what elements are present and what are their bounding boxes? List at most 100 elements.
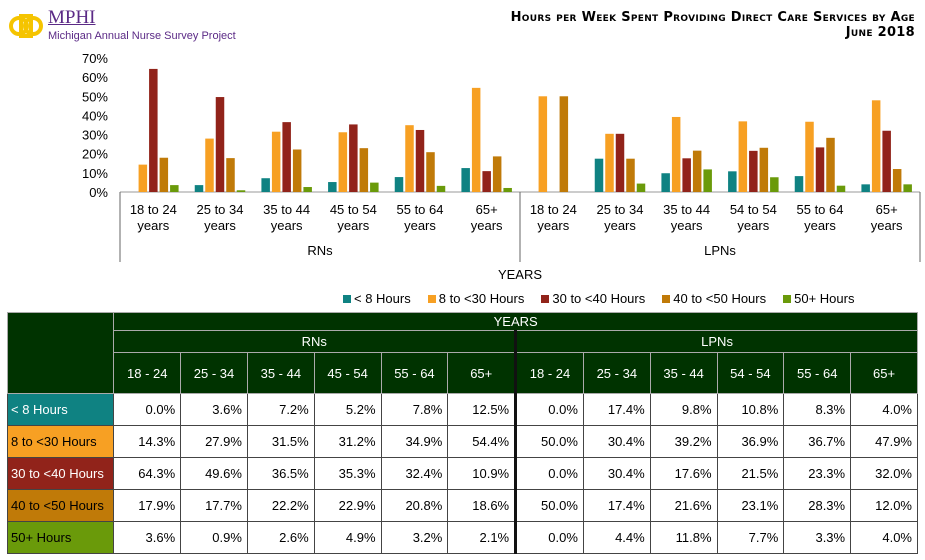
x-tick-label: years — [271, 218, 303, 233]
table-cell: 23.1% — [716, 489, 785, 522]
bar — [303, 187, 312, 192]
bar — [338, 132, 348, 192]
legend-item: 50+ Hours — [783, 291, 854, 306]
age-header: 35 - 44 — [649, 352, 718, 394]
table-cell: 4.4% — [582, 521, 651, 554]
logo-subtitle: Michigan Annual Nurse Survey Project — [48, 30, 236, 42]
chart-title: Hours per Week Spent Providing Direct Ca… — [511, 10, 915, 40]
lpns-header: LPNs — [514, 330, 918, 353]
x-tick-label: years — [804, 218, 836, 233]
bar — [892, 169, 902, 192]
y-tick-label: 70% — [82, 51, 108, 66]
bar — [471, 87, 481, 192]
x-tick-label: 45 to 54 — [330, 202, 377, 217]
y-tick-label: 40% — [82, 108, 108, 123]
table-cell: 17.9% — [113, 489, 182, 522]
x-tick-label: years — [404, 218, 436, 233]
table-cell: 23.3% — [783, 457, 852, 490]
x-tick-label: 54 to 54 — [730, 202, 777, 217]
table-cell: 64.3% — [113, 457, 182, 490]
table-cell: 14.3% — [113, 425, 182, 458]
years-header: YEARS — [113, 312, 918, 331]
table-cell: 4.0% — [850, 521, 918, 554]
table-cell: 32.0% — [850, 457, 918, 490]
table-cell: 49.6% — [180, 457, 248, 490]
bar — [605, 133, 614, 192]
x-tick-label: years — [604, 218, 636, 233]
x-tick-label: years — [137, 218, 169, 233]
legend-label: < 8 Hours — [354, 291, 411, 306]
legend-item: < 8 Hours — [343, 291, 411, 306]
legend-label: 8 to <30 Hours — [438, 291, 525, 306]
bar — [749, 150, 758, 192]
table-corner — [6, 312, 115, 394]
bar — [236, 190, 246, 192]
title-line-2: June 2018 — [845, 25, 915, 40]
row-label: 50+ Hours — [6, 521, 115, 554]
table-cell: 7.7% — [716, 521, 785, 554]
table-cell: 3.3% — [783, 521, 852, 554]
table-row: < 8 Hours 0.0% 3.6% 7.2% 5.2% 7.8% 12.5% 0.0% 17… — [6, 393, 918, 426]
y-tick-label: 30% — [82, 128, 108, 143]
table-cell: 54.4% — [447, 425, 517, 458]
bar — [503, 187, 512, 192]
age-header: 18 - 24 — [113, 352, 182, 394]
bar — [682, 158, 691, 192]
bar — [292, 149, 302, 192]
x-tick-label: years — [671, 218, 703, 233]
y-tick-label: 60% — [82, 70, 108, 85]
legend-swatch — [783, 295, 792, 303]
table-cell: 12.0% — [850, 489, 918, 522]
group-label: RNs — [307, 243, 333, 258]
bar — [492, 156, 502, 192]
bar — [261, 178, 270, 192]
table-cell: 0.0% — [514, 457, 584, 490]
age-header: 54 - 54 — [716, 352, 785, 394]
table-cell: 39.2% — [649, 425, 718, 458]
row-label: 30 to <40 Hours — [6, 457, 115, 490]
x-tick-label: years — [871, 218, 903, 233]
logo-brand: MPHI — [48, 7, 96, 28]
bar — [215, 97, 225, 192]
bar — [170, 185, 179, 192]
x-tick-label: 35 to 44 — [663, 202, 710, 217]
x-tick-label: years — [471, 218, 503, 233]
x-tick-label: years — [204, 218, 236, 233]
x-axis-title: YEARS — [498, 267, 542, 282]
bar — [703, 169, 712, 192]
table-cell: 32.4% — [380, 457, 449, 490]
age-header: 18 - 24 — [514, 352, 584, 394]
y-tick-label: 0% — [89, 185, 108, 200]
row-label: 40 to <50 Hours — [6, 489, 115, 522]
table-cell: 10.9% — [447, 457, 517, 490]
table-cell: 2.6% — [246, 521, 315, 554]
x-tick-label: 55 to 64 — [797, 202, 844, 217]
table-row: 50+ Hours 3.6% 0.9% 2.6% 4.9% 3.2% 2.1% 0.0% 4.4… — [6, 521, 918, 554]
bar — [426, 152, 435, 192]
bar — [826, 137, 835, 192]
table-cell: 20.8% — [380, 489, 449, 522]
table-cell: 7.2% — [246, 393, 315, 426]
bar — [594, 158, 604, 192]
bar — [671, 116, 681, 192]
x-tick-label: years — [737, 218, 769, 233]
table-row: 8 to <30 Hours 14.3% 27.9% 31.5% 31.2% 34.9% 5… — [6, 425, 918, 458]
bar — [538, 96, 548, 192]
table-cell: 50.0% — [514, 489, 584, 522]
bar — [394, 177, 404, 192]
table-cell: 0.0% — [514, 521, 584, 554]
x-tick-label: 18 to 24 — [130, 202, 177, 217]
table-cell: 0.0% — [514, 393, 584, 426]
table-cell: 17.7% — [180, 489, 248, 522]
age-header: 55 - 64 — [783, 352, 852, 394]
bar — [282, 122, 291, 192]
x-tick-label: 18 to 24 — [530, 202, 577, 217]
legend-swatch — [343, 295, 351, 303]
bar — [271, 131, 281, 192]
age-header: 35 - 44 — [246, 352, 315, 394]
x-tick-label: years — [537, 218, 569, 233]
legend-swatch — [427, 295, 436, 303]
bar — [836, 185, 846, 192]
bar — [661, 173, 670, 192]
bar — [559, 96, 569, 192]
